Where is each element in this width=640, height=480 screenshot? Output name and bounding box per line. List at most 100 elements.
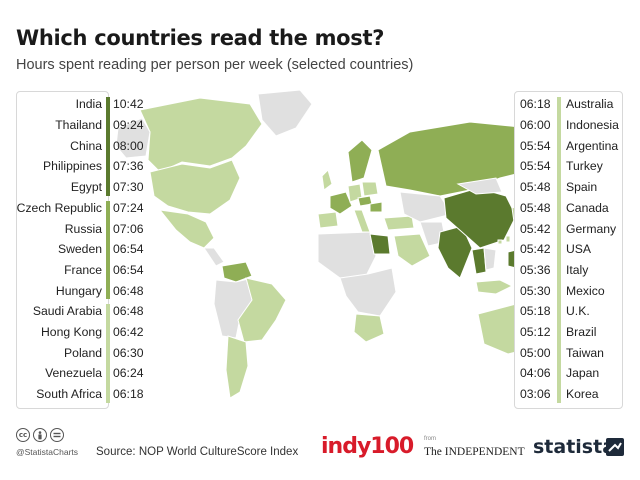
map-hungary [369, 201, 383, 213]
right-country-name: Turkey [566, 159, 603, 174]
left-country-name: Hungary [55, 283, 102, 298]
right-reading-time: 06:18 [520, 97, 551, 112]
left-reading-time: 06:48 [113, 304, 144, 319]
map-saudi-arabia [393, 233, 431, 267]
right-country-name: Australia [566, 97, 614, 112]
right-country-name: Germany [566, 221, 617, 236]
left-country-name: Thailand [55, 118, 102, 133]
right-reading-time: 05:54 [520, 159, 551, 174]
right-country-name: Indonesia [566, 118, 619, 133]
left-reading-time: 08:00 [113, 138, 144, 153]
map-italy [353, 209, 371, 233]
left-reading-time: 06:54 [113, 262, 144, 277]
left-reading-time: 07:06 [113, 221, 144, 236]
left-country-name: India [75, 97, 102, 112]
right-country-name: Canada [566, 200, 609, 215]
indy100-logo: indy100 [321, 434, 414, 459]
map-spain [317, 211, 339, 229]
left-country-name: Saudi Arabia [32, 304, 102, 319]
map-uk [321, 169, 333, 191]
left-reading-time: 07:24 [113, 200, 144, 215]
left-reading-time: 07:36 [113, 159, 144, 174]
right-country-name: Mexico [566, 283, 605, 298]
right-country-name: Brazil [566, 325, 597, 340]
left-country-name: Venezuela [45, 366, 102, 381]
map-brazil [237, 277, 287, 343]
left-reading-time: 06:48 [113, 283, 144, 298]
right-country-name: Italy [566, 262, 589, 277]
map-thailand [471, 247, 487, 275]
right-country-name: Taiwan [566, 345, 604, 360]
right-country-name: Spain [566, 180, 598, 195]
nd-icon [50, 428, 64, 442]
statista-handle: @StatistaCharts [16, 447, 79, 457]
map-north-africa [317, 231, 377, 279]
map-mexico [158, 209, 215, 249]
cc-icon: cc [16, 428, 30, 442]
map-central-asia [399, 191, 453, 223]
chart-title: Which countries read the most? [16, 26, 385, 50]
left-country-name: Hong Kong [41, 325, 102, 340]
map-canada [139, 97, 263, 173]
right-reading-time: 05:48 [520, 180, 551, 195]
independent-logo: The INDEPENDENT [424, 446, 525, 458]
left-country-name: Poland [64, 345, 102, 360]
map-usa [149, 159, 241, 215]
map-alaska [115, 117, 151, 159]
left-country-name: Sweden [57, 242, 102, 257]
left-reading-time: 06:54 [113, 242, 144, 257]
map-central-africa [339, 267, 397, 317]
right-country-name: Japan [566, 366, 600, 381]
left-country-name: Egypt [70, 180, 102, 195]
left-panel [16, 91, 109, 409]
right-reading-time: 05:30 [520, 283, 551, 298]
map-poland [361, 181, 379, 197]
map-turkey [383, 215, 415, 231]
statista-logo-icon [606, 438, 624, 456]
statista-logo: statista [533, 436, 616, 458]
right-reading-time: 05:54 [520, 138, 551, 153]
license-icons: cc [16, 428, 64, 442]
source-note: Source: NOP World CultureScore Index [96, 446, 299, 458]
map-taiwan [505, 235, 511, 243]
right-country-name: U.K. [566, 304, 590, 319]
right-reading-time: 05:00 [520, 345, 551, 360]
map-greenland [257, 89, 313, 137]
left-reading-time: 06:24 [113, 366, 144, 381]
map-hong-kong [497, 239, 503, 245]
left-country-name: China [70, 138, 102, 153]
by-icon [33, 428, 47, 442]
left-reading-time: 09:24 [113, 118, 144, 133]
left-country-name: Philippines [43, 159, 102, 174]
left-country-name: France [64, 262, 102, 277]
right-reading-time: 05:48 [520, 200, 551, 215]
from-label: from [424, 436, 436, 442]
right-tier-bar [557, 97, 561, 403]
map-central-america [203, 247, 225, 267]
map-indonesia [475, 279, 514, 295]
left-reading-time: 10:42 [113, 97, 144, 112]
left-tier-bar [106, 97, 110, 196]
map-venezuela [221, 261, 253, 283]
map-mongolia [456, 177, 503, 195]
left-reading-time: 06:18 [113, 387, 144, 402]
right-country-name: USA [566, 242, 592, 257]
left-country-name: Czech Republic [16, 200, 102, 215]
right-reading-time: 05:12 [520, 325, 551, 340]
left-tier-bar [106, 200, 110, 299]
right-reading-time: 05:36 [520, 262, 551, 277]
right-country-name: Argentina [566, 138, 619, 153]
right-panel [514, 91, 623, 409]
left-reading-time: 06:30 [113, 345, 144, 360]
map-france [329, 191, 353, 215]
map-southeast-asia [483, 247, 497, 271]
map-egypt [369, 233, 391, 255]
chart-subtitle: Hours spent reading per person per week … [16, 57, 414, 73]
right-reading-time: 06:00 [520, 118, 551, 133]
map-south-africa [353, 313, 385, 343]
right-country-name: Korea [566, 387, 599, 402]
right-reading-time: 03:06 [520, 387, 551, 402]
left-tier-bar [106, 304, 110, 403]
map-sweden [347, 139, 373, 183]
